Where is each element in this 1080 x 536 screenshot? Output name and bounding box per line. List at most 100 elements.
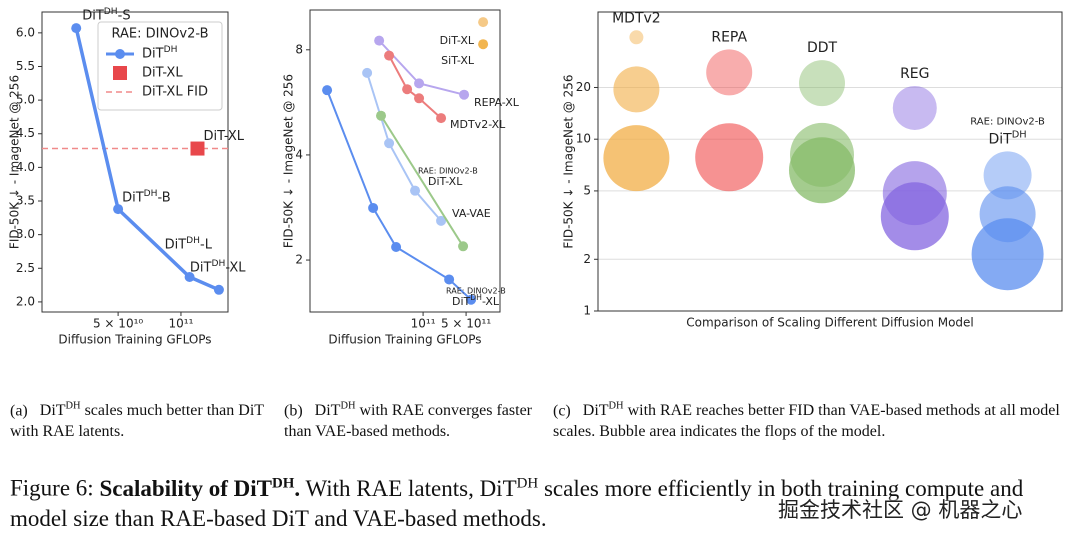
marker (391, 241, 402, 252)
watermark: 掘金技术社区 @ 机器之心 (778, 498, 1023, 522)
marker (414, 93, 425, 104)
marker (213, 284, 224, 295)
y-tick-label: 10 (576, 132, 591, 146)
marker (113, 204, 124, 215)
x-axis-title: Comparison of Scaling Different Diffusio… (686, 316, 974, 330)
y-axis-title: FID-50K ↓ - ImageNet @ 256 (8, 75, 22, 249)
series-annotation: RAE: DINOv2-B (418, 167, 478, 176)
y-tick-label: 2 (295, 253, 303, 267)
y-tick-label: 4.0 (16, 160, 35, 174)
point-label: DiTDH-XL (190, 258, 246, 275)
plot-frame (597, 11, 1063, 312)
marker (362, 67, 373, 78)
marker (184, 272, 195, 283)
y-tick-label: 6.0 (16, 25, 35, 39)
bubble (789, 137, 855, 204)
y-tick-label: 3.5 (16, 194, 35, 208)
marker (376, 110, 387, 121)
bubble (629, 30, 644, 45)
plot-frame (41, 11, 229, 313)
marker (478, 17, 489, 28)
y-tick-label: 2.0 (16, 294, 35, 308)
caption-label: (c) (553, 402, 571, 420)
category-annotation: RAE: DINOv2-B (970, 116, 1045, 127)
figure-caption: Figure 6: Scalability of DiTDH. With RAE… (10, 468, 1072, 534)
legend-label: DiT-XL FID (142, 85, 208, 100)
marker (368, 202, 379, 213)
caption-text: DiTDH scales much better than DiT with R… (10, 401, 264, 441)
series-label: DiT-XL (428, 175, 463, 188)
figure-text: With RAE latents, DiTDH scales more effi… (10, 475, 1024, 531)
marker (402, 84, 413, 95)
y-tick-label: 4 (295, 147, 303, 161)
series-line (74, 27, 220, 292)
legend-label: DiT-XL (142, 66, 183, 81)
marker (384, 50, 395, 61)
bubble (695, 123, 764, 192)
y-tick-label: 1 (583, 304, 591, 318)
series-line (366, 72, 442, 222)
bubble (706, 49, 753, 96)
marker (436, 113, 447, 124)
series-label: REPA-XL (474, 96, 520, 109)
marker (459, 89, 470, 100)
legend-title: RAE: DINOv2-B (111, 27, 208, 42)
x-tick-label: 5 × 10¹⁰ (93, 317, 143, 331)
category-label: MDTv2 (612, 10, 661, 26)
x-axis-title: Diffusion Training GFLOPs (58, 333, 211, 347)
y-axis-title: FID-50K ↓ - ImageNet @ 256 (562, 74, 576, 248)
caption-a: (a) DiTDH scales much better than DiT wi… (10, 396, 272, 442)
caption-b: (b) DiTDH with RAE converges faster than… (284, 396, 536, 442)
y-tick-label: 2 (583, 252, 591, 266)
caption-label: (a) (10, 402, 28, 420)
plot-frame (309, 9, 501, 313)
y-tick-label: 5 (583, 183, 591, 197)
legend-swatch (115, 49, 125, 59)
bubble (613, 66, 660, 113)
y-tick-label: 2.5 (16, 261, 35, 275)
series-line (380, 115, 464, 247)
marker (410, 185, 421, 196)
marker (478, 39, 489, 50)
bubble (971, 218, 1044, 291)
y-tick-label: 5.5 (16, 59, 35, 73)
bubble (880, 182, 949, 251)
series-label: MDTv2-XL (450, 118, 506, 131)
marker (71, 23, 82, 34)
marker (466, 294, 477, 305)
charts: 2.0 2.5 3.0 3.5 4.0 4.5 5.0 5.5 6.0 5 × 10¹⁰ 10¹¹ F… (8, 7, 1063, 347)
category-label: DDT (807, 40, 838, 56)
category-label: REG (900, 66, 929, 82)
point-label: DiTDH-S (82, 7, 130, 24)
y-axis-title: FID-50K ↓ - ImageNet @ 256 (282, 74, 296, 248)
series-label: DiT-XL (440, 34, 475, 47)
bubble (603, 125, 670, 192)
caption-label: (b) (284, 402, 303, 420)
figure-label: Figure 6: (10, 475, 94, 501)
bubble (892, 85, 937, 130)
series-label: SiT-XL (441, 54, 475, 67)
x-tick-label: 10¹¹ (411, 317, 436, 331)
caption-c: (c) DiTDH with RAE reaches better FID th… (553, 396, 1068, 442)
marker (436, 215, 447, 226)
x-tick-label: 5 × 10¹¹ (441, 317, 491, 331)
bubble (799, 60, 845, 107)
figure-title: Scalability of DiTDH. (99, 475, 301, 501)
marker (458, 241, 469, 252)
marker (414, 78, 425, 89)
x-tick-label: 10¹¹ (169, 317, 194, 331)
point-label: DiTDH-B (122, 189, 171, 206)
series-line (388, 55, 442, 119)
y-tick-label: 3.0 (16, 227, 35, 241)
y-tick-label: 8 (295, 42, 303, 56)
y-tick-label: 20 (576, 80, 591, 94)
marker (190, 141, 205, 156)
bubble (983, 151, 1032, 200)
marker (322, 85, 333, 96)
point-label: DiTDH-L (165, 236, 213, 253)
category-label: DiTDH (989, 129, 1027, 148)
marker (444, 274, 455, 285)
caption-text: DiTDH with RAE reaches better FID than V… (553, 401, 1060, 441)
point-label: DiT-XL (203, 129, 244, 144)
